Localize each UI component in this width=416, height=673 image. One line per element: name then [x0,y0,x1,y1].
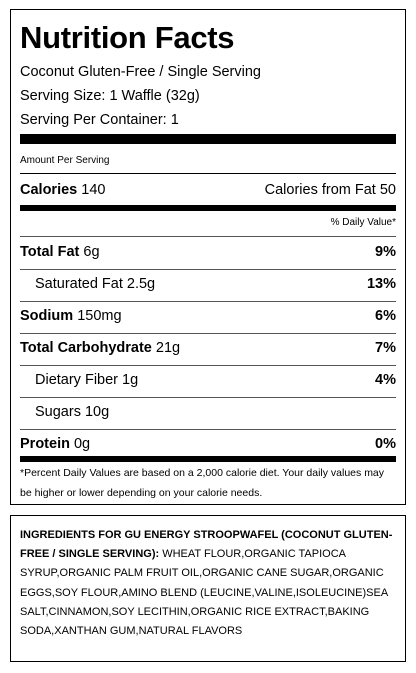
nutrient-label: Total Fat [20,244,80,260]
nutrient-dv: 6% [375,308,396,324]
daily-value-footnote: *Percent Daily Values are based on a 2,0… [20,467,385,499]
divider [20,173,396,174]
ingredients-heading: INGREDIENTS FOR GU ENERGY STROOPWAFEL (C… [20,529,393,561]
ingredients-panel: INGREDIENTS FOR GU ENERGY STROOPWAFEL (C… [10,515,406,662]
nutrient-dv: 7% [375,340,396,356]
nutrition-facts-panel: Nutrition Facts Coconut Gluten-Free / Si… [10,9,406,505]
nutrient-amount: 1g [122,372,139,388]
nutrient-dv: 13% [366,276,396,292]
calories-value: 140 [81,182,106,198]
nutrient-label: Saturated Fat [35,276,123,292]
nutrient-amount: 6g [83,244,100,260]
nutrient-row-dietary-fiber: Dietary Fiber 1g 4% [35,372,396,388]
divider [20,429,396,430]
nutrient-dv: 9% [375,244,396,260]
nutrient-row-protein: Protein 0g 0% [20,436,396,452]
nutrient-row-total-carbohydrate: Total Carbohydrate 21g 7% [20,340,396,356]
nutrient-amount: 2.5g [126,276,156,292]
nutrient-dv: 0% [375,436,396,452]
divider [20,269,396,270]
ingredients-block: INGREDIENTS FOR GU ENERGY STROOPWAFEL (C… [20,526,393,641]
divider [20,397,396,398]
divider [20,301,396,302]
product-name: Coconut Gluten-Free / Single Serving [20,64,261,80]
nutrient-amount: 150mg [77,308,122,324]
nutrient-dv: 4% [375,372,396,388]
servings-per-container: Serving Per Container: 1 [20,112,179,128]
divider [20,236,396,237]
thick-divider [20,134,396,144]
nutrient-label: Sugars [35,404,81,420]
serving-size: Serving Size: 1 Waffle (32g) [20,88,200,104]
medium-divider [20,456,396,462]
nutrient-row-saturated-fat: Saturated Fat 2.5g 13% [35,276,396,292]
daily-value-header: % Daily Value* [330,217,396,228]
calories-from-fat: Calories from Fat 50 [264,182,396,198]
nutrient-row-total-fat: Total Fat 6g 9% [20,244,396,260]
nutrient-label: Total Carbohydrate [20,340,152,356]
divider [20,333,396,334]
nutrient-label: Dietary Fiber [35,372,118,388]
nutrient-row-sodium: Sodium 150mg 6% [20,308,396,324]
calories-label: Calories [20,182,78,198]
nutrient-amount: 21g [155,340,181,356]
nutrient-amount: 10g [84,404,110,420]
medium-divider [20,205,396,211]
ingredients-list: WHEAT FLOUR,ORGANIC TAPIOCA SYRUP,ORGANI… [20,548,388,638]
nutrient-amount: 0g [73,436,91,452]
divider [20,365,396,366]
nutrient-row-sugars: Sugars 10g [35,404,396,420]
nutrient-label: Sodium [20,308,74,324]
nutrient-label: Protein [20,436,70,452]
amount-per-serving: Amount Per Serving [20,155,110,166]
nutrition-facts-title: Nutrition Facts [20,20,235,55]
calories-row: Calories 140 Calories from Fat 50 [20,182,396,198]
